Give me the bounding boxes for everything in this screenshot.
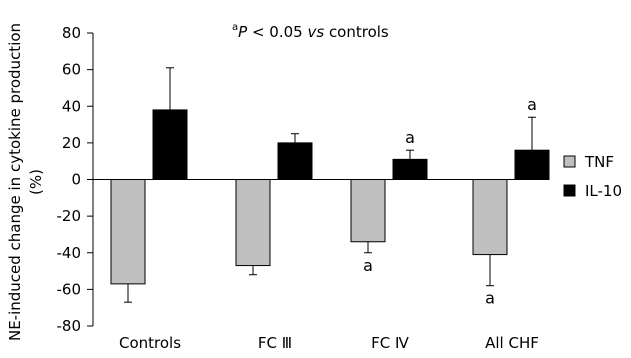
bars: Controls FC Ⅲ FC Ⅳ All CHF a a a a bbox=[110, 67, 550, 352]
significance-note-end: controls bbox=[324, 23, 389, 41]
y-tick-label: -20 bbox=[57, 207, 82, 225]
significance-note-vs: vs bbox=[307, 23, 324, 41]
y-axis-label-line-1: NE-induced change in cytokine production bbox=[6, 23, 24, 341]
significance-note: aP < 0.05 vs controls bbox=[232, 22, 389, 41]
y-tick-label: 60 bbox=[62, 61, 81, 79]
significance-note-superscript: a bbox=[232, 22, 238, 33]
y-tick-label: 80 bbox=[62, 24, 81, 42]
legend-label: TNF bbox=[584, 153, 614, 171]
category-label: Controls bbox=[119, 334, 181, 352]
bar-il10 bbox=[277, 142, 313, 180]
legend-label: IL-10 bbox=[585, 182, 622, 200]
legend-swatch-il10 bbox=[563, 184, 576, 197]
significance-mark: a bbox=[485, 289, 495, 308]
category-label: All CHF bbox=[485, 334, 539, 352]
legend-swatch-tnf bbox=[563, 155, 576, 168]
y-tick-label: -40 bbox=[57, 244, 82, 262]
y-axis-label: NE-induced change in cytokine production… bbox=[6, 23, 45, 341]
category-label: FC Ⅲ bbox=[258, 334, 292, 352]
y-tick-label: 20 bbox=[62, 134, 81, 152]
significance-mark: a bbox=[363, 256, 373, 275]
bar-il10 bbox=[514, 149, 550, 180]
y-tick-label: 0 bbox=[71, 171, 81, 189]
bar-tnf bbox=[472, 179, 508, 256]
bar-il10 bbox=[392, 158, 428, 180]
y-tick-label: 40 bbox=[62, 97, 81, 115]
axes: 80 60 40 20 0 -20 -40 -60 -80 bbox=[57, 24, 545, 335]
legend: TNF IL-10 bbox=[563, 153, 622, 200]
y-tick-label: -80 bbox=[57, 317, 82, 335]
y-axis-label-line-2: (%) bbox=[27, 169, 45, 195]
y-tick-label: -60 bbox=[57, 280, 82, 298]
significance-mark: a bbox=[527, 95, 537, 114]
bar-il10 bbox=[152, 109, 188, 180]
bar-tnf bbox=[110, 179, 146, 285]
category-label: FC Ⅳ bbox=[371, 334, 409, 352]
bar-tnf bbox=[350, 179, 386, 243]
significance-note-threshold: < 0.05 bbox=[247, 23, 307, 41]
significance-note-p: P bbox=[238, 23, 248, 41]
significance-mark: a bbox=[405, 128, 415, 147]
bar-tnf bbox=[235, 179, 271, 267]
